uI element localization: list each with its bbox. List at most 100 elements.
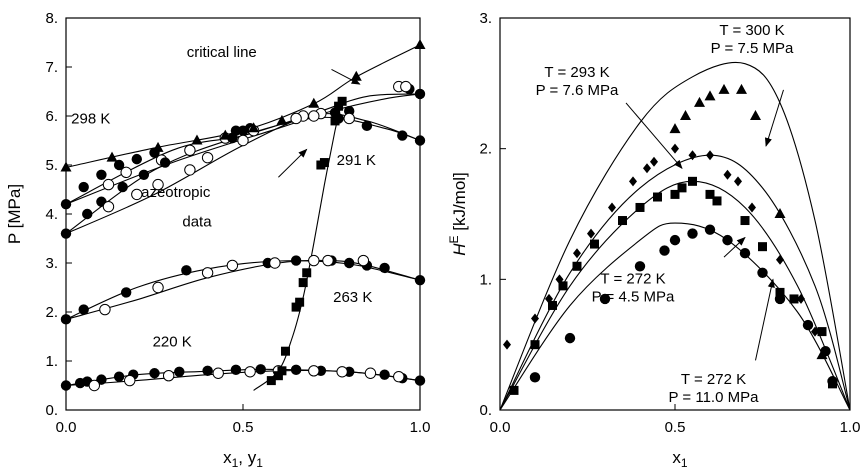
pressure-point-s2-0 [60, 228, 72, 239]
pressure-x-axis-sub1: 1 [232, 456, 239, 470]
pressure-point-s8-6 [276, 114, 288, 125]
pressure-point-s3-2 [152, 178, 164, 191]
excess-enthalpy-point-s3-1 [564, 332, 576, 344]
pressure-point-s8-1 [106, 151, 118, 162]
pressure-point-s3-0 [102, 200, 115, 213]
pressure-x-axis-sub2: 1 [256, 456, 263, 470]
excess-enthalpy-point-s2-8 [653, 192, 662, 202]
excess-enthalpy-point-s2-1 [530, 340, 540, 350]
pressure-point-s5-0 [99, 303, 111, 316]
pressure-y-tick-label-8: 8. [45, 10, 58, 27]
pressure-point-s8-5 [248, 122, 260, 133]
excess-enthalpy-point-s3-10 [757, 267, 768, 278]
pressure-point-s4-5 [290, 255, 302, 266]
excess-enthalpy-x-tick-label-2: 1.0 [840, 419, 861, 436]
pressure-point-s0-0 [60, 199, 72, 210]
pressure-point-s0-4 [131, 153, 142, 165]
pressure-x-tick-label-1: 0.5 [233, 419, 254, 436]
pressure-point-s5-3 [226, 259, 239, 272]
pressure-point-s6-16 [414, 375, 426, 386]
excess-enthalpy-point-s0-0 [669, 123, 681, 134]
pressure-point-s2-10 [397, 130, 408, 141]
excess-enthalpy-arrows [625, 89, 784, 361]
excess-enthalpy-y-axis-sup: E [447, 236, 461, 244]
pressure-point-s7-2 [162, 370, 175, 382]
pressure-y-tick-label-5: 5. [45, 157, 58, 174]
excess-enthalpy-point-s2-11 [688, 176, 697, 186]
excess-enthalpy-point-s2-2 [548, 300, 557, 310]
excess-enthalpy-point-s3-2 [599, 293, 611, 305]
pressure-point-s1-9 [400, 80, 412, 93]
excess-enthalpy-x-axis-label: x1 [672, 448, 688, 470]
excess-enthalpy-point-s2-17 [789, 294, 799, 304]
excess-enthalpy-point-s0-7 [774, 208, 786, 218]
excess-enthalpy-point-s2-9 [670, 189, 680, 199]
excess-enthalpy-y-tick-label-3: 3. [479, 10, 492, 27]
excess-enthalpy-point-s1-15 [748, 202, 756, 213]
excess-enthalpy-point-s1-11 [688, 150, 697, 161]
pressure-point-s6-14 [379, 369, 390, 380]
pressure-annotation-5: azeotropic [141, 184, 211, 201]
excess-enthalpy-point-s1-5 [587, 228, 595, 239]
excess-enthalpy-point-s0-5 [736, 83, 747, 94]
pressure-point-s8-0 [60, 161, 72, 172]
excess-enthalpy-point-s1-16 [776, 254, 784, 265]
pressure-point-s9-11 [334, 101, 344, 111]
pressure-point-s7-3 [212, 367, 224, 379]
excess-enthalpy-point-s3-6 [687, 228, 698, 239]
pressure-point-s3-5 [237, 134, 249, 147]
pressure-point-s9-9 [319, 158, 329, 168]
excess-enthalpy-point-s3-4 [659, 245, 670, 256]
excess-enthalpy-point-s2-16 [775, 287, 785, 297]
excess-enthalpy-annotation-2-line-1: P = 4.5 MPa [592, 288, 675, 305]
pressure-point-s2-9 [361, 120, 373, 131]
pressure-point-s7-7 [336, 366, 348, 378]
pressure-point-s3-1 [131, 188, 143, 201]
excess-enthalpy-point-s1-1 [531, 313, 539, 324]
pressure-x-tick-label-2: 1.0 [410, 419, 431, 436]
excess-enthalpy-y-tick-label-1: 1. [479, 271, 492, 288]
pressure-annotations: 298 K 291 K 263 K 220 K critical line azeotro… [71, 44, 376, 350]
excess-enthalpy-point-s0-4 [718, 83, 730, 94]
excess-enthalpy-point-s2-5 [590, 239, 599, 249]
excess-enthalpy-point-s1-9 [650, 156, 658, 167]
pressure-arrow-0 [331, 69, 361, 85]
excess-enthalpy-point-s3-9 [739, 248, 751, 259]
excess-enthalpy-y-axis-main: H [450, 243, 469, 256]
excess-enthalpy-point-s3-8 [722, 234, 733, 246]
pressure-point-s9-6 [298, 278, 308, 288]
pressure-point-s9-3 [280, 346, 290, 356]
pressure-point-s3-6 [290, 112, 302, 125]
pressure-x-axis-sep: , y [238, 448, 256, 467]
excess-enthalpy-point-s1-7 [629, 176, 637, 187]
excess-enthalpy-point-s3-7 [704, 224, 716, 235]
pressure-point-s1-0 [102, 178, 115, 191]
pressure-point-s7-6 [308, 365, 320, 377]
pressure-point-s0-3 [113, 159, 125, 171]
excess-enthalpy-annotation-0-line-0: T = 300 K [719, 22, 784, 39]
pressure-point-s4-1 [78, 304, 89, 315]
pressure-point-s2-5 [159, 157, 171, 168]
excess-enthalpy-y-tick-label-2: 2. [479, 141, 492, 158]
pressure-point-s9-4 [291, 302, 301, 312]
pressure-annotation-3: 220 K [153, 333, 192, 350]
pressure-y-tick-label-0: 0. [45, 402, 58, 419]
excess-enthalpy-point-s3-5 [669, 234, 681, 246]
excess-enthalpy-point-s2-15 [758, 242, 767, 252]
excess-enthalpy-annotation-1-line-1: P = 7.6 MPa [536, 82, 619, 99]
excess-enthalpy-point-s1-18 [811, 326, 819, 337]
pressure-point-s9-2 [277, 366, 287, 376]
excess-enthalpy-y-axis-label: HE [kJ/mol] [447, 172, 469, 256]
excess-enthalpy-point-s2-14 [740, 216, 750, 226]
excess-enthalpy-point-s3-0 [529, 372, 541, 383]
excess-enthalpy-arrow-1 [625, 102, 683, 169]
excess-enthalpy-annotation-0-line-1: P = 7.5 MPa [711, 40, 794, 57]
pressure-point-s4-2 [120, 287, 132, 298]
pressure-point-s7-0 [88, 379, 101, 392]
excess-enthalpy-x-tick-label-1: 0.5 [665, 419, 686, 436]
excess-enthalpy-point-s1-13 [723, 169, 732, 180]
pressure-curve-2 [65, 116, 421, 235]
